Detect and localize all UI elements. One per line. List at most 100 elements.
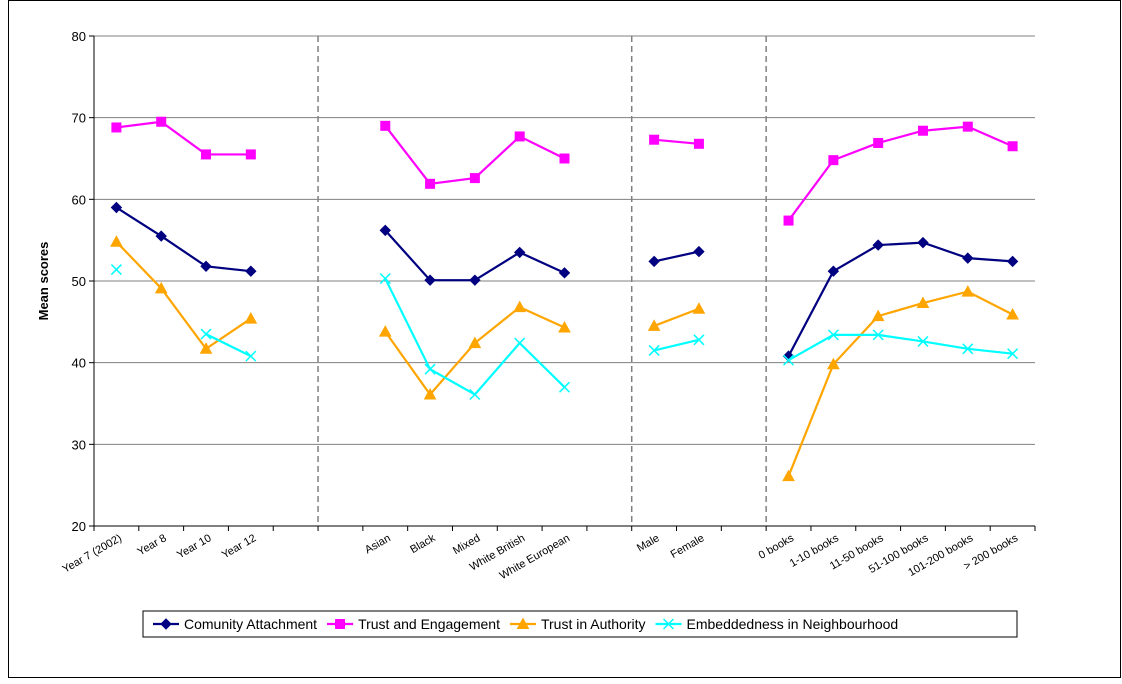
data-point: [917, 125, 928, 136]
data-point: [693, 138, 704, 149]
legend-marker: [335, 619, 346, 629]
data-point: [693, 245, 705, 258]
legend-item: Comunity Attachment: [153, 616, 317, 632]
data-point: [827, 357, 840, 370]
data-point: [648, 255, 660, 268]
data-point: [1007, 348, 1019, 360]
marker-stroke: [648, 344, 660, 356]
data-point: [201, 149, 212, 160]
data-point: [110, 235, 123, 247]
series-line: [653, 307, 700, 327]
data-point: [513, 300, 527, 313]
data-point: [1007, 141, 1018, 152]
series-line: [115, 241, 252, 351]
data-point: [379, 273, 391, 285]
data-point: [961, 285, 975, 297]
data-point: [244, 312, 258, 324]
series-4: [110, 264, 1019, 401]
y-tick-label: 40: [72, 356, 86, 371]
series-line: [205, 333, 252, 358]
y-tick-label: 50: [72, 274, 86, 289]
data-point: [558, 321, 571, 333]
data-point: [110, 264, 122, 276]
marker-stroke: [514, 337, 526, 349]
data-point: [917, 335, 929, 347]
legend-item: Trust in Authority: [509, 616, 646, 632]
series-line: [787, 241, 1013, 357]
legend-item: Trust and Engagement: [327, 616, 500, 632]
series-line: [653, 338, 700, 352]
data-point: [783, 354, 795, 366]
y-tick-label: 20: [72, 519, 86, 534]
series-line: [787, 290, 1014, 477]
marker-stroke: [662, 618, 675, 630]
data-point: [378, 325, 392, 337]
marker-stroke: [917, 335, 929, 347]
marker-stroke: [872, 329, 884, 341]
marker-stroke: [558, 381, 571, 393]
data-point: [425, 178, 436, 189]
legend-marker: [516, 617, 530, 629]
series-2: [111, 116, 1018, 226]
data-point: [647, 319, 661, 331]
data-point: [962, 343, 974, 355]
series-line: [654, 138, 700, 145]
marker-stroke: [469, 388, 481, 401]
marker-stroke: [110, 264, 122, 276]
marker-stroke: [783, 354, 795, 366]
legend-label: Trust and Engagement: [358, 616, 500, 632]
data-point: [828, 155, 839, 166]
series-line: [653, 250, 700, 263]
data-point: [469, 274, 481, 286]
data-point: [827, 329, 839, 341]
data-point: [245, 265, 257, 277]
data-point: [468, 336, 482, 349]
data-point: [469, 388, 481, 401]
data-point: [379, 224, 391, 237]
data-point: [200, 328, 212, 340]
data-point: [424, 363, 436, 375]
data-point: [1006, 307, 1019, 320]
legend-item: Embeddedness in Neighbourhood: [655, 616, 898, 632]
legend-marker: [662, 618, 675, 630]
marker-stroke: [962, 343, 974, 355]
legend-box: [142, 610, 1018, 638]
data-point: [558, 381, 571, 393]
data-point: [469, 173, 480, 184]
data-point: [783, 215, 794, 226]
data-point: [872, 239, 884, 251]
legend-marker: [160, 618, 172, 630]
data-point: [154, 281, 168, 294]
data-point: [200, 260, 212, 273]
marker-stroke: [827, 329, 839, 341]
data-point: [110, 201, 123, 214]
marker-stroke: [424, 363, 436, 375]
legend-label: Comunity Attachment: [184, 616, 317, 632]
data-point: [872, 329, 884, 341]
data-point: [871, 309, 885, 322]
data-point: [156, 116, 167, 127]
data-point: [245, 350, 257, 362]
y-tick-label: 60: [72, 192, 86, 207]
series-line: [115, 206, 251, 273]
marker-stroke: [245, 350, 257, 362]
data-point: [514, 337, 526, 349]
marker-stroke: [200, 328, 212, 340]
data-point: [648, 344, 660, 356]
marker-stroke: [379, 273, 391, 285]
data-point: [962, 121, 973, 132]
y-axis-title: Mean scores: [36, 242, 51, 321]
series-line: [788, 333, 1013, 362]
data-point: [782, 469, 795, 482]
data-point: [514, 131, 525, 142]
y-tick-label: 80: [72, 29, 86, 44]
data-point: [917, 236, 929, 249]
legend-label: Trust in Authority: [541, 616, 646, 632]
data-point: [692, 302, 706, 314]
data-point: [380, 120, 391, 131]
data-point: [873, 137, 884, 148]
data-point: [513, 246, 526, 259]
